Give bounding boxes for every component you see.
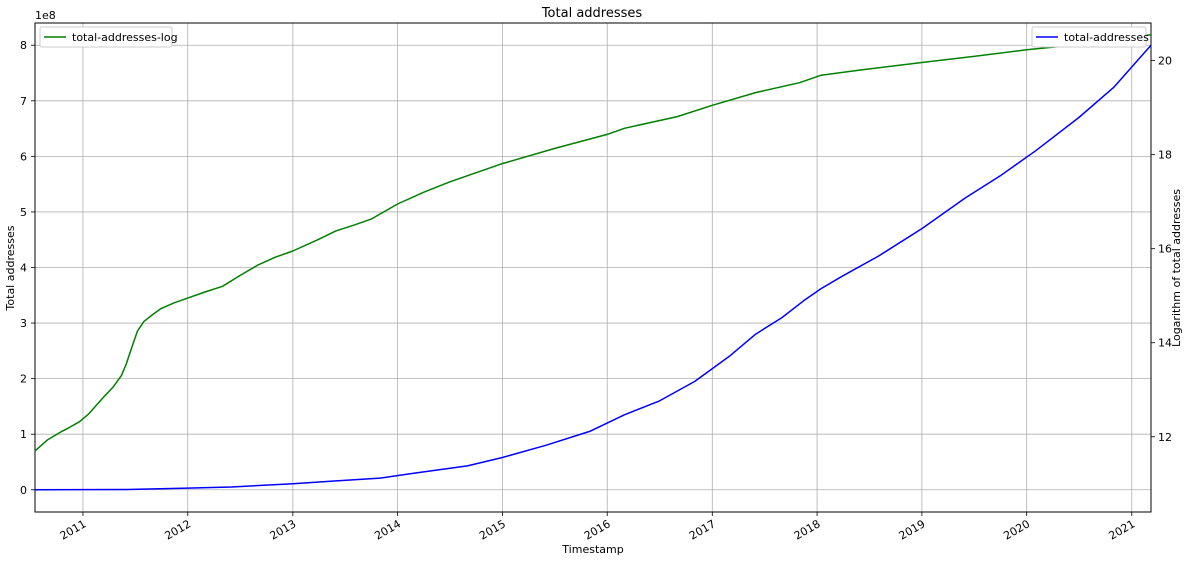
legend-left-box [39, 26, 173, 48]
x-tick-label: 2021 [1107, 517, 1138, 542]
legend-right-box [1031, 26, 1147, 48]
legend-right-label: total-addresses [1064, 31, 1149, 44]
y-left-tick-label: 1 [20, 428, 27, 441]
x-axis-title: Timestamp [561, 543, 623, 556]
y-left-tick-label: 3 [20, 317, 27, 330]
x-tick-label: 2019 [897, 517, 928, 542]
grid [35, 23, 1151, 512]
y-left-axis-title: Total addresses [4, 225, 17, 311]
series-line-total-addresses-log [34, 34, 1152, 452]
chart-title: Total addresses [541, 6, 643, 21]
x-tick-label: 2015 [477, 517, 508, 542]
x-tick-label: 2012 [162, 517, 193, 542]
legend-left-label: total-addresses-log [72, 31, 178, 44]
x-tick-label: 2018 [792, 517, 823, 542]
x-tick-label: 2014 [372, 517, 403, 542]
axis-ticks: 2011 2012 2013 2014 2015 2016 2017 2018 2019 2020… [20, 39, 1172, 542]
y-left-tick-label: 0 [20, 484, 27, 497]
x-tick-label: 2020 [1001, 517, 1032, 542]
y-right-tick-label: 14 [1158, 337, 1172, 350]
y-right-tick-label: 16 [1158, 243, 1172, 256]
y-left-tick-label: 4 [20, 262, 27, 275]
x-tick-label: 2013 [268, 517, 299, 542]
y-left-tick-label: 6 [20, 150, 27, 163]
y-right-tick-label: 12 [1158, 431, 1172, 444]
x-tick-label: 2011 [58, 517, 89, 542]
series-line-total-addresses [34, 44, 1152, 491]
x-tick-label: 2017 [687, 517, 718, 542]
y-left-tick-label: 7 [20, 95, 27, 108]
y-right-tick-label: 20 [1158, 55, 1172, 68]
y-left-exponent-label: 1e8 [35, 9, 56, 22]
legend-right: total-addresses [1031, 26, 1149, 48]
series-lines [34, 34, 1152, 491]
y-right-axis-title: Logarithm of total addresses [1170, 189, 1183, 347]
y-left-tick-label: 8 [20, 39, 27, 52]
y-left-tick-label: 2 [20, 373, 27, 386]
x-tick-label: 2016 [582, 517, 613, 542]
legend-left: total-addresses-log [39, 26, 178, 48]
y-right-tick-label: 18 [1158, 149, 1172, 162]
y-left-tick-label: 5 [20, 206, 27, 219]
